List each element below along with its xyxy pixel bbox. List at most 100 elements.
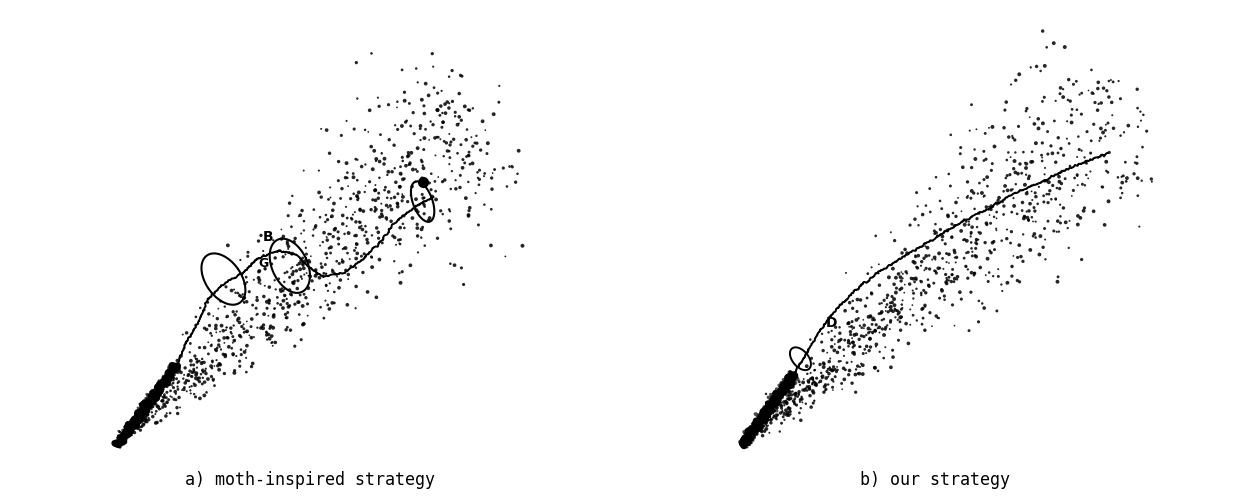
Point [926, 256, 945, 264]
Point [877, 291, 897, 299]
Point [264, 304, 284, 312]
Point [779, 403, 799, 411]
Point [234, 325, 254, 333]
Point [139, 415, 159, 424]
Point [930, 197, 950, 205]
Point [1101, 76, 1121, 84]
Point [259, 296, 279, 304]
Point [843, 339, 862, 347]
Point [113, 432, 133, 440]
Point [142, 408, 162, 416]
Point [374, 160, 394, 168]
Point [390, 240, 410, 248]
Point [356, 182, 375, 190]
Point [208, 362, 228, 370]
Point [969, 297, 989, 305]
Point [268, 299, 287, 307]
Point [114, 431, 134, 439]
Point [255, 265, 275, 273]
Point [849, 314, 869, 322]
Point [1001, 80, 1021, 89]
Point [237, 328, 256, 336]
Point [249, 274, 269, 282]
Point [934, 296, 954, 304]
Point [958, 193, 978, 201]
Point [453, 281, 473, 289]
Point [1036, 235, 1056, 243]
Point [338, 275, 358, 283]
Point [424, 83, 444, 92]
Point [944, 278, 964, 286]
Point [1023, 232, 1043, 240]
Point [741, 436, 761, 444]
Point [483, 110, 503, 118]
Point [1037, 190, 1057, 198]
Point [416, 79, 436, 88]
Point [737, 440, 757, 448]
Point [746, 424, 766, 432]
Point [1020, 113, 1040, 121]
Point [755, 406, 774, 414]
Point [1115, 158, 1135, 166]
Point [211, 327, 230, 336]
Point [959, 326, 979, 334]
Point [440, 260, 460, 268]
Point [861, 343, 881, 351]
Point [261, 260, 281, 268]
Point [1001, 228, 1021, 236]
Point [362, 263, 382, 271]
Point [1063, 187, 1083, 195]
Point [290, 310, 310, 318]
Point [1038, 217, 1058, 225]
Point [296, 244, 316, 252]
Point [772, 399, 792, 407]
Point [317, 254, 337, 262]
Point [346, 244, 366, 252]
Point [281, 264, 301, 272]
Point [933, 232, 953, 240]
Point [229, 290, 249, 298]
Point [741, 429, 761, 437]
Point [399, 148, 419, 156]
Point [346, 283, 366, 291]
Point [441, 138, 461, 146]
Point [400, 160, 420, 169]
Point [349, 189, 369, 197]
Point [1062, 105, 1082, 113]
Point [152, 403, 172, 411]
Point [760, 429, 779, 437]
Point [234, 320, 254, 328]
Point [227, 307, 247, 315]
Point [203, 312, 223, 320]
Point [317, 233, 337, 241]
Point [1094, 84, 1114, 92]
Point [777, 395, 797, 403]
Point [763, 409, 783, 417]
Point [943, 266, 963, 274]
Point [789, 378, 809, 386]
Point [1022, 148, 1042, 156]
Point [1016, 171, 1036, 179]
Point [237, 354, 256, 362]
Point [282, 279, 302, 287]
Point [331, 195, 351, 203]
Text: G: G [258, 257, 269, 270]
Point [296, 250, 316, 258]
Point [885, 301, 904, 309]
Point [1061, 97, 1080, 105]
Point [183, 379, 203, 387]
Point [733, 434, 753, 442]
Point [766, 413, 786, 422]
Point [181, 357, 201, 365]
Point [198, 350, 218, 358]
Point [817, 374, 836, 382]
Point [888, 270, 908, 278]
Point [1018, 175, 1038, 183]
Point [919, 282, 939, 290]
Point [975, 192, 995, 200]
Point [133, 415, 152, 424]
Point [410, 122, 430, 130]
Point [1006, 148, 1026, 156]
Point [470, 176, 489, 184]
Point [861, 289, 881, 297]
